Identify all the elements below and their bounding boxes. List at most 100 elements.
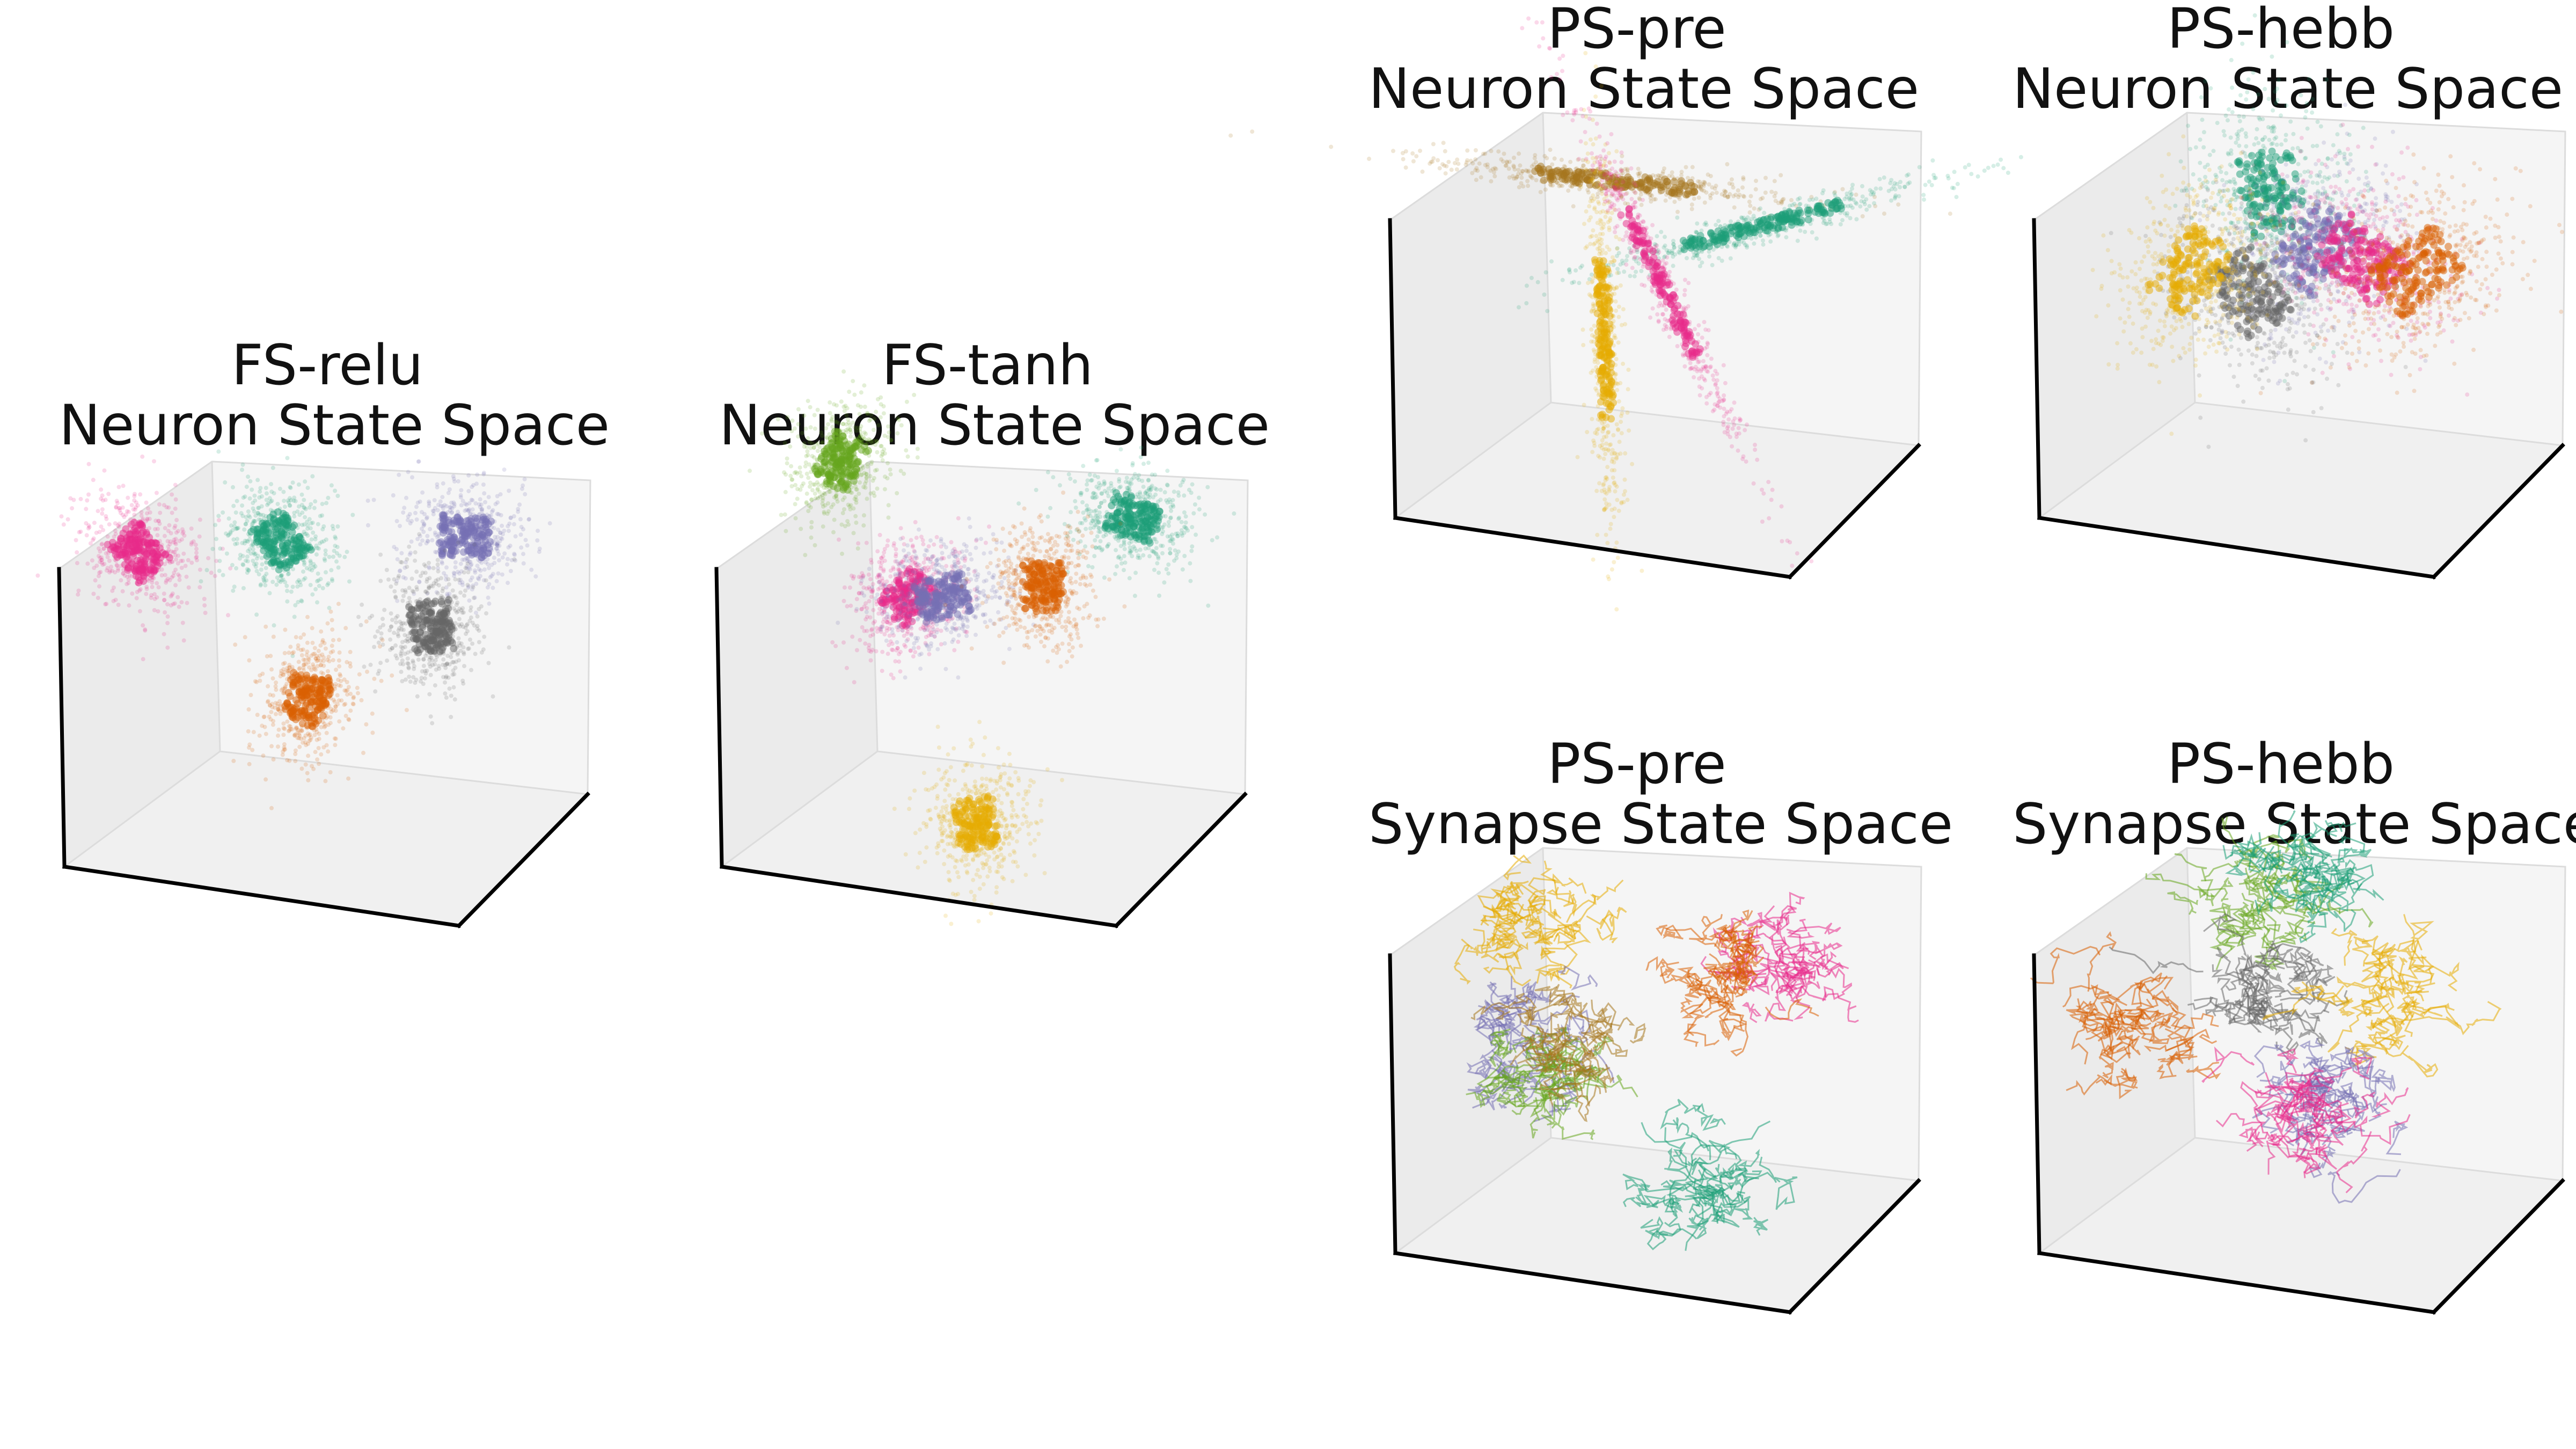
data-point: [458, 493, 463, 497]
data-point: [474, 481, 479, 486]
data-point: [378, 552, 383, 557]
data-point: [477, 502, 481, 507]
data-point: [288, 645, 293, 649]
data-point: [250, 522, 254, 526]
data-point: [294, 700, 302, 708]
data-point: [463, 508, 467, 513]
data-point: [146, 579, 151, 583]
data-point: [1162, 522, 1167, 527]
data-point: [1153, 512, 1161, 520]
data-point: [942, 641, 947, 646]
data-point: [1072, 617, 1077, 622]
data-point: [307, 517, 312, 522]
data-point: [411, 589, 416, 594]
data-point: [269, 489, 274, 494]
data-point: [842, 507, 846, 511]
data-point: [934, 558, 939, 562]
data-point: [248, 693, 253, 698]
data-point: [499, 536, 503, 540]
data-point: [869, 628, 874, 633]
data-point: [275, 575, 280, 580]
data-point: [116, 524, 121, 529]
data-point: [433, 658, 438, 663]
data-point: [934, 630, 939, 635]
data-point: [885, 652, 890, 656]
data-point: [430, 508, 435, 513]
data-point: [851, 379, 855, 384]
data-point: [469, 615, 473, 620]
data-point: [913, 556, 918, 560]
data-point: [869, 459, 874, 464]
data-point: [902, 583, 906, 588]
data-point: [472, 623, 477, 628]
data-point: [318, 541, 322, 546]
data-point: [1051, 648, 1056, 653]
data-point: [865, 496, 869, 501]
data-point: [947, 554, 952, 559]
data-point: [496, 571, 501, 576]
data-point: [1007, 570, 1012, 575]
data-point: [916, 562, 920, 566]
data-point: [471, 583, 475, 588]
data-point: [478, 497, 482, 502]
data-point: [264, 566, 268, 570]
data-point: [852, 392, 857, 397]
data-point: [264, 572, 269, 576]
data-point: [462, 650, 466, 655]
data-point: [147, 516, 152, 521]
data-point: [423, 564, 428, 568]
data-point: [313, 534, 318, 539]
data-point: [1166, 571, 1171, 576]
data-point: [68, 496, 73, 501]
data-point: [962, 554, 967, 559]
data-point: [149, 595, 153, 600]
data-point: [866, 572, 871, 577]
data-point: [1210, 538, 1214, 543]
data-point: [820, 440, 825, 444]
data-point: [91, 536, 96, 541]
data-point: [332, 548, 336, 553]
data-point: [111, 599, 116, 603]
data-point: [1127, 541, 1132, 546]
data-point: [865, 412, 870, 416]
data-point: [262, 579, 267, 584]
data-point: [274, 680, 279, 685]
data-point: [100, 507, 105, 512]
data-point: [138, 492, 143, 497]
data-point: [402, 652, 407, 656]
data-point: [293, 752, 298, 756]
data-point: [447, 591, 452, 596]
data-point: [415, 694, 420, 699]
data-point: [782, 512, 787, 517]
data-point: [406, 470, 411, 474]
data-point: [414, 504, 419, 509]
data-point: [934, 535, 939, 539]
data-point: [121, 572, 126, 576]
data-point: [110, 588, 115, 593]
data-point: [380, 617, 385, 621]
data-point: [107, 522, 112, 527]
data-point: [486, 562, 491, 567]
data-point: [186, 558, 191, 562]
data-point: [818, 453, 826, 461]
data-point: [852, 496, 857, 501]
data-point: [1164, 567, 1169, 572]
data-point: [441, 657, 446, 662]
data-point: [803, 426, 808, 431]
data-point: [1176, 493, 1181, 498]
data-point: [868, 634, 873, 639]
data-point: [469, 497, 474, 502]
data-point: [939, 628, 943, 633]
data-point: [969, 646, 974, 651]
data-point: [908, 625, 913, 629]
data-point: [459, 608, 464, 612]
data-point: [245, 559, 250, 564]
data-point: [126, 495, 130, 500]
data-point: [180, 559, 185, 563]
data-point: [426, 539, 430, 544]
data-point: [125, 509, 129, 514]
data-point: [435, 591, 440, 596]
data-point: [432, 498, 437, 502]
data-point: [808, 425, 813, 430]
data-point: [964, 544, 969, 548]
